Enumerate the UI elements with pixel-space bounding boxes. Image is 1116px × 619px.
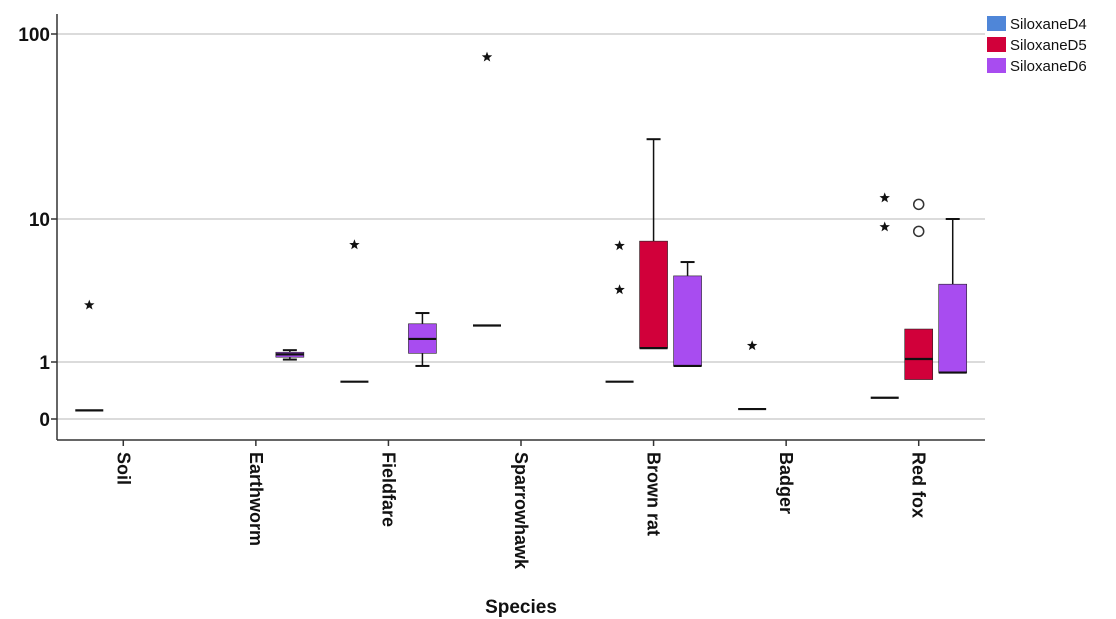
box-SiloxaneD6-Red-fox-box	[938, 283, 968, 373]
category-label-1: Earthworm	[246, 452, 266, 546]
y-tick-label-3: 0	[39, 410, 50, 431]
y-tick-label-0: 100	[18, 25, 50, 46]
box-SiloxaneD5-Red-fox-box	[904, 328, 934, 380]
box-SiloxaneD5-Brown-rat-box	[639, 240, 668, 349]
category-label-2: Fieldfare	[378, 452, 398, 527]
legend-label-0: SiloxaneD4	[1010, 16, 1087, 33]
x-axis-label: Species	[485, 597, 557, 618]
box-SiloxaneD5-Red-fox-outlier-1	[912, 225, 925, 238]
box-marks	[75, 51, 968, 412]
category-labels: Soil Earthworm Fieldfare Sparrowhawk Brown r…	[113, 440, 929, 570]
category-label-4: Brown rat	[644, 452, 664, 536]
legend-label-2: SiloxaneD6	[1010, 58, 1087, 75]
y-tick-label-1: 10	[29, 210, 50, 231]
category-label-0: Soil	[113, 452, 133, 485]
box-SiloxaneD4-Soil-outlier-0	[84, 299, 95, 310]
category-label-3: Sparrowhawk	[511, 452, 531, 570]
box-SiloxaneD4-Red-fox-outlier-1	[879, 221, 890, 232]
y-tick-label-2: 1	[39, 353, 50, 374]
box-SiloxaneD4-Red-fox-outlier-0	[879, 192, 890, 203]
legend-label-1: SiloxaneD5	[1010, 37, 1087, 54]
box-SiloxaneD4-Sparrowhawk-outlier-0	[481, 51, 493, 62]
box-SiloxaneD4-Brown-rat-outlier-0	[614, 240, 625, 251]
axes	[56, 14, 985, 441]
box-SiloxaneD5-Red-fox-outlier-0	[912, 198, 925, 211]
box-SiloxaneD4-Brown-rat-outlier-1	[614, 284, 625, 295]
category-label-6: Red fox	[909, 452, 929, 518]
legend-swatch-1	[987, 37, 1006, 52]
legend: SiloxaneD4 SiloxaneD5 SiloxaneD6	[987, 16, 1087, 75]
legend-swatch-0	[987, 16, 1006, 31]
legend-swatch-2	[987, 58, 1006, 73]
category-label-5: Badger	[776, 452, 796, 514]
box-SiloxaneD6-Brown-rat-box	[673, 275, 702, 367]
box-SiloxaneD4-Fieldfare-outlier-0	[349, 239, 360, 250]
box-SiloxaneD4-Badger-outlier-0	[746, 340, 758, 351]
grid-lines	[57, 33, 985, 420]
